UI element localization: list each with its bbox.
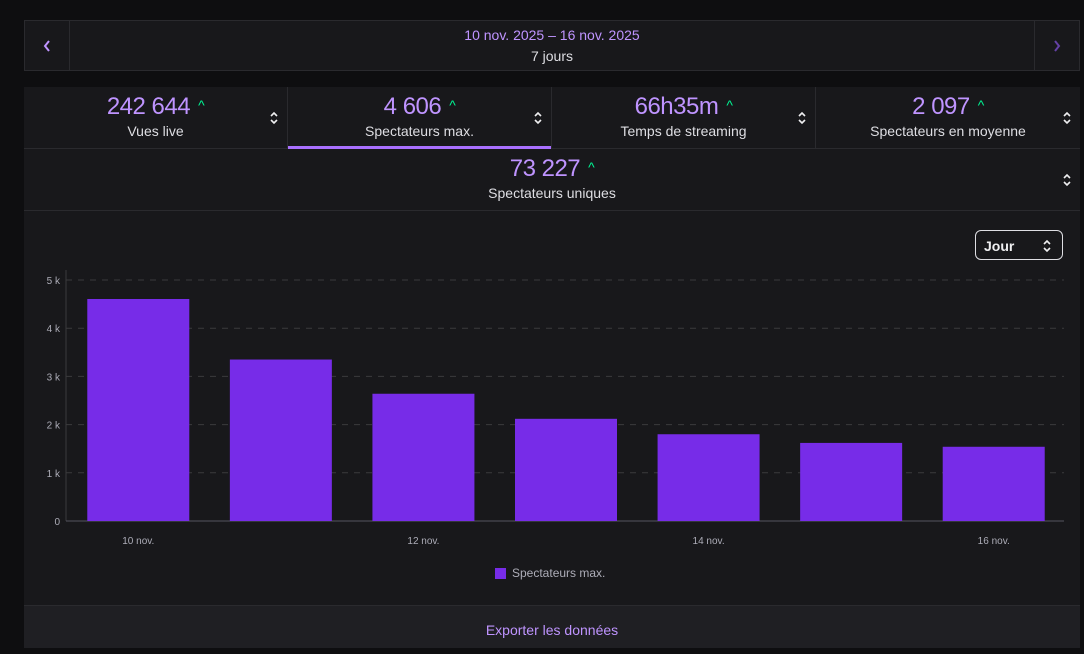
trend-up-icon: ^: [726, 97, 733, 113]
bar: [372, 393, 475, 521]
stat-label: Temps de streaming: [620, 123, 747, 139]
legend-swatch: [495, 567, 506, 579]
export-data-button[interactable]: Exporter les données: [24, 605, 1080, 648]
date-navigator: 10 nov. 2025 – 16 nov. 2025 7 jours: [24, 20, 1080, 71]
period-select-value: Jour: [984, 238, 1015, 254]
x-tick-label: 16 nov.: [978, 536, 1010, 547]
trend-up-icon: ^: [977, 97, 985, 113]
y-tick-label: 3 k: [47, 372, 61, 383]
stat-value: 66h35m: [634, 93, 719, 120]
next-period-button[interactable]: [1034, 21, 1079, 70]
y-tick-label: 5 k: [47, 276, 61, 287]
bar: [942, 446, 1045, 521]
sort-icon: [270, 111, 278, 125]
previous-period-button[interactable]: [25, 21, 70, 70]
sort-icon: [1063, 111, 1071, 125]
stat-spectateurs-max[interactable]: 4 606 ^ Spectateurs max.: [288, 87, 552, 149]
chevron-left-icon: [43, 39, 50, 52]
bar-chart: 0 1 k 2 k 3 k 4 k 5 k 10 nov. 12 nov. 14 nov. 16 …: [47, 270, 1064, 547]
trend-up-icon: ^: [588, 159, 595, 175]
y-tick-label: 0: [54, 517, 60, 528]
y-tick-label: 2 k: [47, 421, 61, 432]
date-duration: 7 jours: [530, 48, 574, 64]
y-tick-label: 4 k: [47, 324, 61, 335]
x-tick-label: 10 nov.: [122, 536, 154, 547]
y-tick-label: 1 k: [47, 469, 61, 480]
stat-label: Spectateurs en moyenne: [870, 123, 1026, 139]
stat-label: Spectateurs max.: [365, 123, 474, 139]
stat-value: 73 227: [509, 155, 581, 182]
bar: [800, 442, 903, 521]
stat-value: 4 606: [383, 93, 442, 120]
stat-label: Vues live: [127, 123, 184, 139]
date-range: 10 nov. 2025 – 16 nov. 2025: [464, 27, 640, 43]
period-select[interactable]: Jour: [975, 230, 1063, 260]
chart-legend: Spectateurs max.: [495, 566, 605, 580]
trend-up-icon: ^: [198, 97, 205, 113]
stats-panel: 242 644 ^ Vues live 4 606 ^ Spectateurs ma…: [24, 87, 1080, 648]
stat-temps-streaming[interactable]: 66h35m ^ Temps de streaming: [552, 87, 816, 149]
sort-icon: [1063, 173, 1071, 187]
chevron-updown-icon: [1043, 239, 1051, 253]
bar: [515, 418, 617, 521]
sort-icon: [798, 111, 806, 125]
trend-up-icon: ^: [449, 97, 456, 113]
stat-label: Spectateurs uniques: [488, 185, 616, 201]
stat-spectateurs-uniques[interactable]: 73 227 ^ Spectateurs uniques: [24, 149, 1080, 211]
bar: [229, 359, 332, 521]
bar: [657, 434, 760, 521]
stat-vues-live[interactable]: 242 644 ^ Vues live: [24, 87, 288, 149]
stat-value: 242 644: [106, 93, 191, 120]
x-tick-label: 14 nov.: [693, 536, 725, 547]
x-tick-label: 12 nov.: [407, 536, 439, 547]
stat-value: 2 097: [912, 93, 970, 120]
chevron-right-icon: [1054, 39, 1061, 52]
bar: [87, 298, 190, 521]
stat-spectateurs-moyenne[interactable]: 2 097 ^ Spectateurs en moyenne: [816, 87, 1080, 149]
legend-label: Spectateurs max.: [512, 566, 606, 580]
sort-icon: [534, 111, 542, 125]
